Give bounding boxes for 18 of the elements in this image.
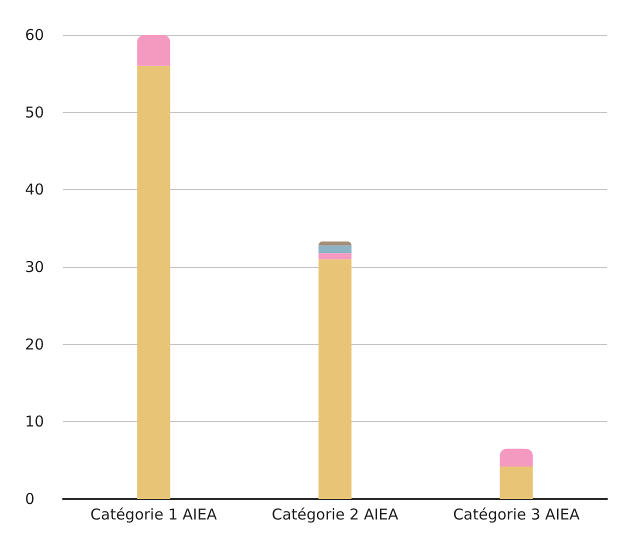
x-tick-label: Catégorie 1 AIEA <box>90 506 218 524</box>
bar <box>500 466 533 499</box>
y-tick-label: 60 <box>25 26 44 44</box>
bar <box>500 448 533 467</box>
y-tick-label: 50 <box>25 103 44 122</box>
y-tick-label: 0 <box>25 490 35 508</box>
bar <box>137 35 170 66</box>
bar <box>318 241 352 246</box>
bar <box>318 259 352 499</box>
bar <box>318 245 352 254</box>
y-tick-label: 20 <box>25 335 44 354</box>
y-tick-label: 30 <box>25 258 44 276</box>
bar <box>137 66 170 499</box>
bar <box>318 253 352 260</box>
y-tick-label: 40 <box>25 180 44 199</box>
x-tick-label: Catégorie 3 AIEA <box>453 506 580 524</box>
y-tick-label: 10 <box>25 412 44 431</box>
x-tick-label: Catégorie 2 AIEA <box>272 506 400 524</box>
